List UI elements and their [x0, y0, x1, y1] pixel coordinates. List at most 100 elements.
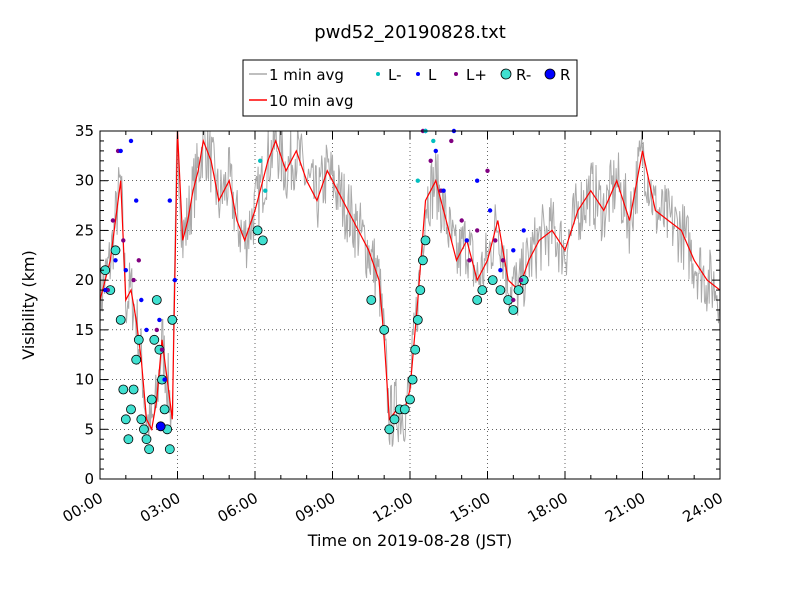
marker-r-minus	[513, 285, 524, 296]
legend: 1 min avg L- L L+ R- R 10 min avg	[242, 59, 578, 117]
marker-l-plus	[459, 218, 464, 223]
marker-r-minus	[123, 434, 134, 445]
marker-r-minus	[508, 305, 519, 315]
y-tick-label: 0	[84, 470, 94, 488]
y-axis-label: Visibility (km)	[19, 250, 38, 359]
marker-r-minus	[384, 424, 395, 435]
legend-frame	[242, 59, 578, 117]
marker-l-plus	[159, 347, 165, 352]
marker-r-minus	[138, 424, 149, 435]
marker-r-minus	[399, 404, 410, 415]
marker-r-minus	[146, 394, 157, 405]
legend-swatch-l-minus	[376, 72, 380, 76]
marker-l	[103, 287, 108, 293]
marker-r-minus	[405, 394, 415, 405]
marker-r	[155, 421, 166, 432]
marker-r-minus	[477, 285, 488, 296]
marker-r-minus	[412, 314, 423, 325]
marker-l-minus	[431, 138, 436, 144]
legend-label-r: R	[560, 66, 570, 84]
y-tick-label: 20	[75, 271, 94, 289]
y-tick-label: 15	[75, 321, 94, 339]
marker-r-minus	[389, 414, 400, 425]
marker-r-minus	[420, 235, 431, 246]
marker-r-minus	[131, 354, 142, 365]
marker-r-minus	[118, 384, 129, 395]
marker-r-minus	[133, 334, 144, 345]
marker-l-minus	[415, 178, 420, 183]
marker-l	[162, 377, 167, 382]
y-tick-label: 30	[75, 172, 94, 190]
legend-label-l-plus: L+	[466, 66, 487, 84]
marker-l	[118, 148, 123, 154]
marker-l	[167, 198, 172, 203]
marker-l-plus	[518, 277, 524, 283]
marker-r-minus	[417, 255, 428, 266]
marker-l	[464, 238, 469, 243]
marker-l-minus	[263, 188, 268, 193]
marker-r-minus	[144, 444, 155, 455]
marker-r-minus	[487, 275, 498, 286]
marker-r-minus	[164, 444, 175, 455]
marker-r-minus	[151, 295, 162, 305]
marker-l	[134, 198, 139, 203]
marker-l-plus	[136, 258, 141, 263]
marker-r-minus	[128, 384, 139, 395]
legend-label-r-minus: R-	[516, 66, 531, 84]
marker-l	[475, 178, 480, 183]
marker-l-minus	[258, 158, 263, 163]
legend-label-1min: 1 min avg	[269, 66, 344, 84]
marker-l	[172, 277, 178, 283]
marker-r-minus	[141, 434, 152, 445]
y-tick-label: 10	[75, 371, 94, 389]
marker-r-minus	[126, 404, 136, 415]
plot-markers	[100, 128, 529, 455]
marker-l	[433, 148, 438, 154]
marker-l	[521, 228, 526, 233]
marker-r-minus	[366, 295, 377, 305]
marker-l-plus	[449, 138, 454, 144]
marker-l-plus	[500, 258, 506, 263]
legend-swatch-r	[544, 68, 556, 80]
marker-l	[128, 138, 134, 144]
legend-swatch-r-minus	[500, 68, 512, 80]
marker-r-minus	[495, 285, 506, 296]
marker-l	[144, 327, 149, 333]
series-1-min-avg	[100, 131, 720, 447]
marker-r-minus	[159, 404, 170, 415]
marker-r-minus	[410, 344, 421, 355]
marker-l-plus	[467, 258, 472, 263]
marker-l-plus	[511, 297, 516, 303]
marker-r-minus	[252, 225, 263, 236]
marker-l	[498, 268, 503, 273]
legend-swatch-l-plus	[454, 72, 458, 76]
y-tick-label: 25	[75, 221, 94, 239]
chart-title: pwd52_20190828.txt	[314, 22, 506, 43]
legend-swatch-l	[416, 72, 420, 76]
marker-r-minus	[257, 235, 268, 246]
marker-l	[157, 317, 162, 323]
marker-l	[123, 268, 128, 273]
marker-l	[113, 258, 118, 263]
marker-l	[487, 208, 493, 213]
marker-l	[441, 188, 446, 193]
marker-r-minus	[110, 245, 121, 256]
legend-label-10min: 10 min avg	[269, 92, 354, 110]
marker-l-plus	[475, 228, 480, 233]
marker-l-plus	[485, 168, 490, 173]
marker-r-minus	[120, 414, 131, 425]
marker-r-minus	[115, 314, 126, 325]
marker-l-plus	[428, 158, 433, 163]
marker-r-minus	[472, 295, 483, 305]
marker-l	[511, 248, 516, 253]
marker-r-minus	[379, 324, 390, 335]
marker-l-plus	[131, 277, 136, 283]
marker-r-minus	[415, 285, 426, 296]
marker-r-minus	[167, 314, 178, 325]
legend-label-l-minus: L-	[388, 66, 402, 84]
y-tick-label: 35	[75, 122, 94, 140]
y-tick-label: 5	[84, 420, 94, 438]
marker-r-minus	[149, 334, 160, 345]
marker-r-minus	[407, 374, 418, 385]
